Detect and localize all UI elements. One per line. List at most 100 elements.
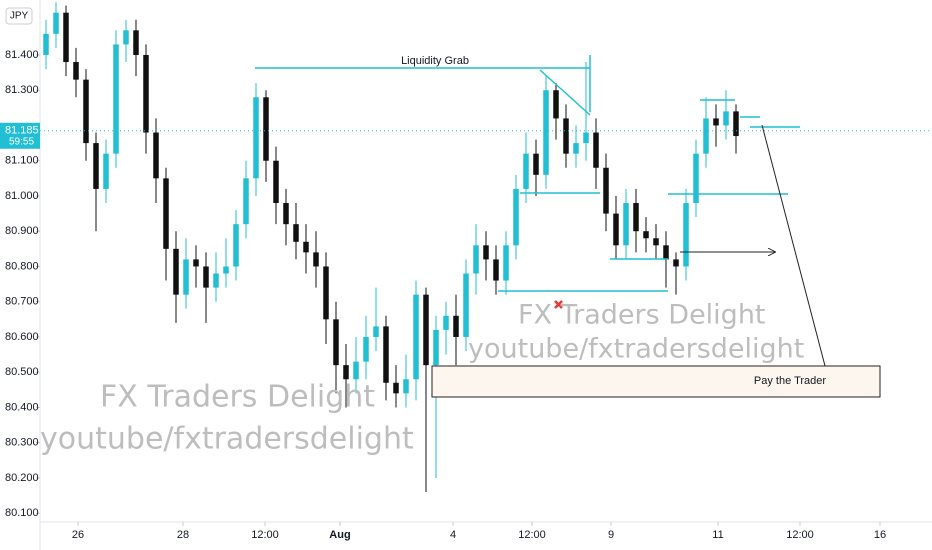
liquidity-label: Liquidity Grab: [401, 55, 469, 67]
candle-body: [293, 224, 299, 242]
candle-body: [93, 143, 99, 189]
candle-body: [623, 203, 629, 246]
y-tick-label: 80.800: [5, 260, 39, 272]
candle-body: [363, 336, 369, 362]
candle-body: [723, 111, 729, 126]
plot: [40, 2, 932, 493]
cross: [554, 300, 563, 309]
candle-body: [423, 294, 429, 366]
y-tick-label: 81.400: [5, 49, 39, 61]
candle-body: [653, 238, 659, 246]
y-tick-label: 80.400: [5, 401, 39, 413]
candle-body: [573, 143, 579, 154]
candle-body: [433, 329, 439, 366]
candle-body: [193, 259, 199, 267]
y-tick-label: 80.200: [5, 472, 39, 484]
candle-body: [663, 245, 669, 260]
candle-body: [373, 326, 379, 337]
candle-body: [633, 203, 639, 232]
candle-body: [333, 319, 339, 366]
watermark-text: youtube/fxtradersdelight: [468, 334, 804, 365]
y-tick-label: 80.100: [5, 507, 39, 519]
candle-body: [83, 79, 89, 144]
candle-body: [173, 248, 179, 295]
y-tick-label: 81.000: [5, 190, 39, 202]
candle-body: [643, 231, 649, 239]
candle-body: [533, 153, 539, 175]
candle-body: [353, 361, 359, 380]
candle-body: [303, 241, 309, 253]
candle-body: [483, 245, 489, 260]
candle-body: [703, 118, 709, 154]
x-tick-label: 4: [450, 529, 456, 541]
watermark-text: youtube/fxtradersdelight: [40, 422, 414, 457]
candle-body: [443, 315, 449, 330]
candle-body: [343, 365, 349, 380]
candle-body: [103, 153, 109, 189]
x-tick-label: Aug: [329, 529, 350, 541]
candle-body: [513, 188, 519, 246]
candle-body: [503, 245, 509, 281]
candle-body: [273, 160, 279, 204]
x-tick-label: 12:00: [251, 529, 279, 541]
candle-body: [493, 259, 499, 281]
y-tick-label: 80.500: [5, 366, 39, 378]
y-tick-label: 80.300: [5, 437, 39, 449]
candle-body: [603, 167, 609, 214]
candle-body: [413, 294, 419, 380]
candle-body: [583, 132, 589, 144]
candle-body: [593, 132, 599, 168]
candle-body: [243, 178, 249, 225]
candle-body: [233, 224, 239, 267]
arrow: [761, 124, 830, 385]
candle-body: [393, 382, 399, 394]
x-tick-label: 11: [712, 529, 723, 541]
candle-body: [453, 315, 459, 337]
candle-body: [163, 178, 169, 249]
x-tick-label: 12:00: [518, 529, 546, 541]
symbol: JPY: [10, 11, 29, 22]
candle-body: [613, 213, 619, 246]
last-price-label: 81.185: [5, 125, 39, 137]
candle-body: [113, 44, 119, 154]
y-tick-label: 81.100: [5, 155, 39, 167]
x-tick-label: 9: [608, 529, 614, 541]
candle-body: [253, 97, 259, 179]
y-tick-label: 80.600: [5, 331, 39, 343]
candle-body: [53, 12, 59, 34]
last-price-box: [0, 122, 40, 149]
candle-body: [383, 326, 389, 383]
candle-body: [693, 153, 699, 204]
candle-body: [543, 90, 549, 175]
candle-body: [683, 203, 689, 267]
candle-body: [183, 259, 189, 295]
y-tick-label: 81.300: [5, 84, 39, 96]
candle-body: [143, 54, 149, 133]
candle-body: [313, 252, 319, 267]
candle-body: [473, 245, 479, 274]
watermark: FX Traders Delight youtube/fxtradersdeli…: [40, 300, 804, 457]
candle-body: [203, 266, 209, 288]
drawing-line: [539, 69, 591, 116]
candle-body: [43, 33, 49, 55]
target-zone: [431, 365, 881, 398]
candle-body: [713, 118, 719, 126]
x-tick-label: 26: [72, 529, 84, 541]
candle-body: [553, 90, 559, 119]
candle-body: [133, 30, 139, 55]
countdown: 59:55: [9, 136, 34, 147]
y-tick-label: 80.700: [5, 296, 39, 308]
candle-body: [283, 203, 289, 225]
y-tick-label: 80.900: [5, 225, 39, 237]
candle-body: [463, 273, 469, 337]
symbol-box: [5, 7, 33, 25]
candle-body: [63, 12, 69, 63]
candle-body: [673, 259, 679, 267]
watermark-text: FX Traders Delight: [518, 300, 766, 331]
candle-body: [263, 97, 269, 161]
drawings: Pay the Trader Liquidity Grab: [255, 55, 881, 398]
candle-body: [323, 266, 329, 320]
x-tick-label: 28: [177, 529, 189, 541]
candle-body: [403, 379, 409, 394]
